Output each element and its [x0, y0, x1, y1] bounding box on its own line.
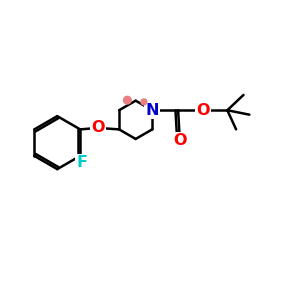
- Text: O: O: [91, 120, 105, 135]
- Text: N: N: [146, 103, 159, 118]
- Circle shape: [141, 99, 147, 105]
- Circle shape: [124, 96, 131, 104]
- Text: O: O: [173, 133, 186, 148]
- Text: F: F: [76, 155, 87, 170]
- Text: O: O: [196, 103, 210, 118]
